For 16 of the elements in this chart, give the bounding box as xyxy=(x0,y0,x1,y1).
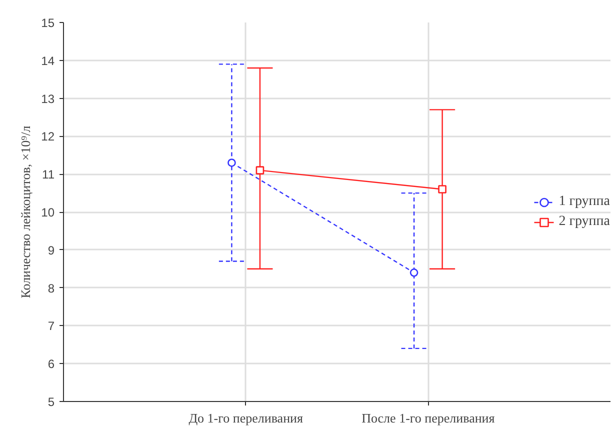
y-tick-label: 11 xyxy=(42,168,55,182)
y-tick-label: 9 xyxy=(48,243,55,258)
y-tick-label: 7 xyxy=(48,319,55,334)
y-tick-label: 13 xyxy=(41,92,55,106)
y-tick-label: 5 xyxy=(48,395,55,409)
y-tick-label: 8 xyxy=(48,281,55,296)
x-tick-label: После 1-го переливания xyxy=(362,410,495,426)
legend-label: 1 группа xyxy=(558,194,610,210)
x-tick-label: До 1-го переливания xyxy=(188,410,303,426)
y-tick-label: 14 xyxy=(41,54,55,68)
y-tick-label: 10 xyxy=(41,206,55,220)
y-axis-title: Количество лейкоцитов, ×10⁹/л xyxy=(18,125,34,298)
legend-label: 2 группа xyxy=(558,214,610,230)
y-tick-label: 6 xyxy=(48,357,55,372)
y-tick-label: 12 xyxy=(41,130,55,144)
y-tick-label: 15 xyxy=(41,16,55,30)
